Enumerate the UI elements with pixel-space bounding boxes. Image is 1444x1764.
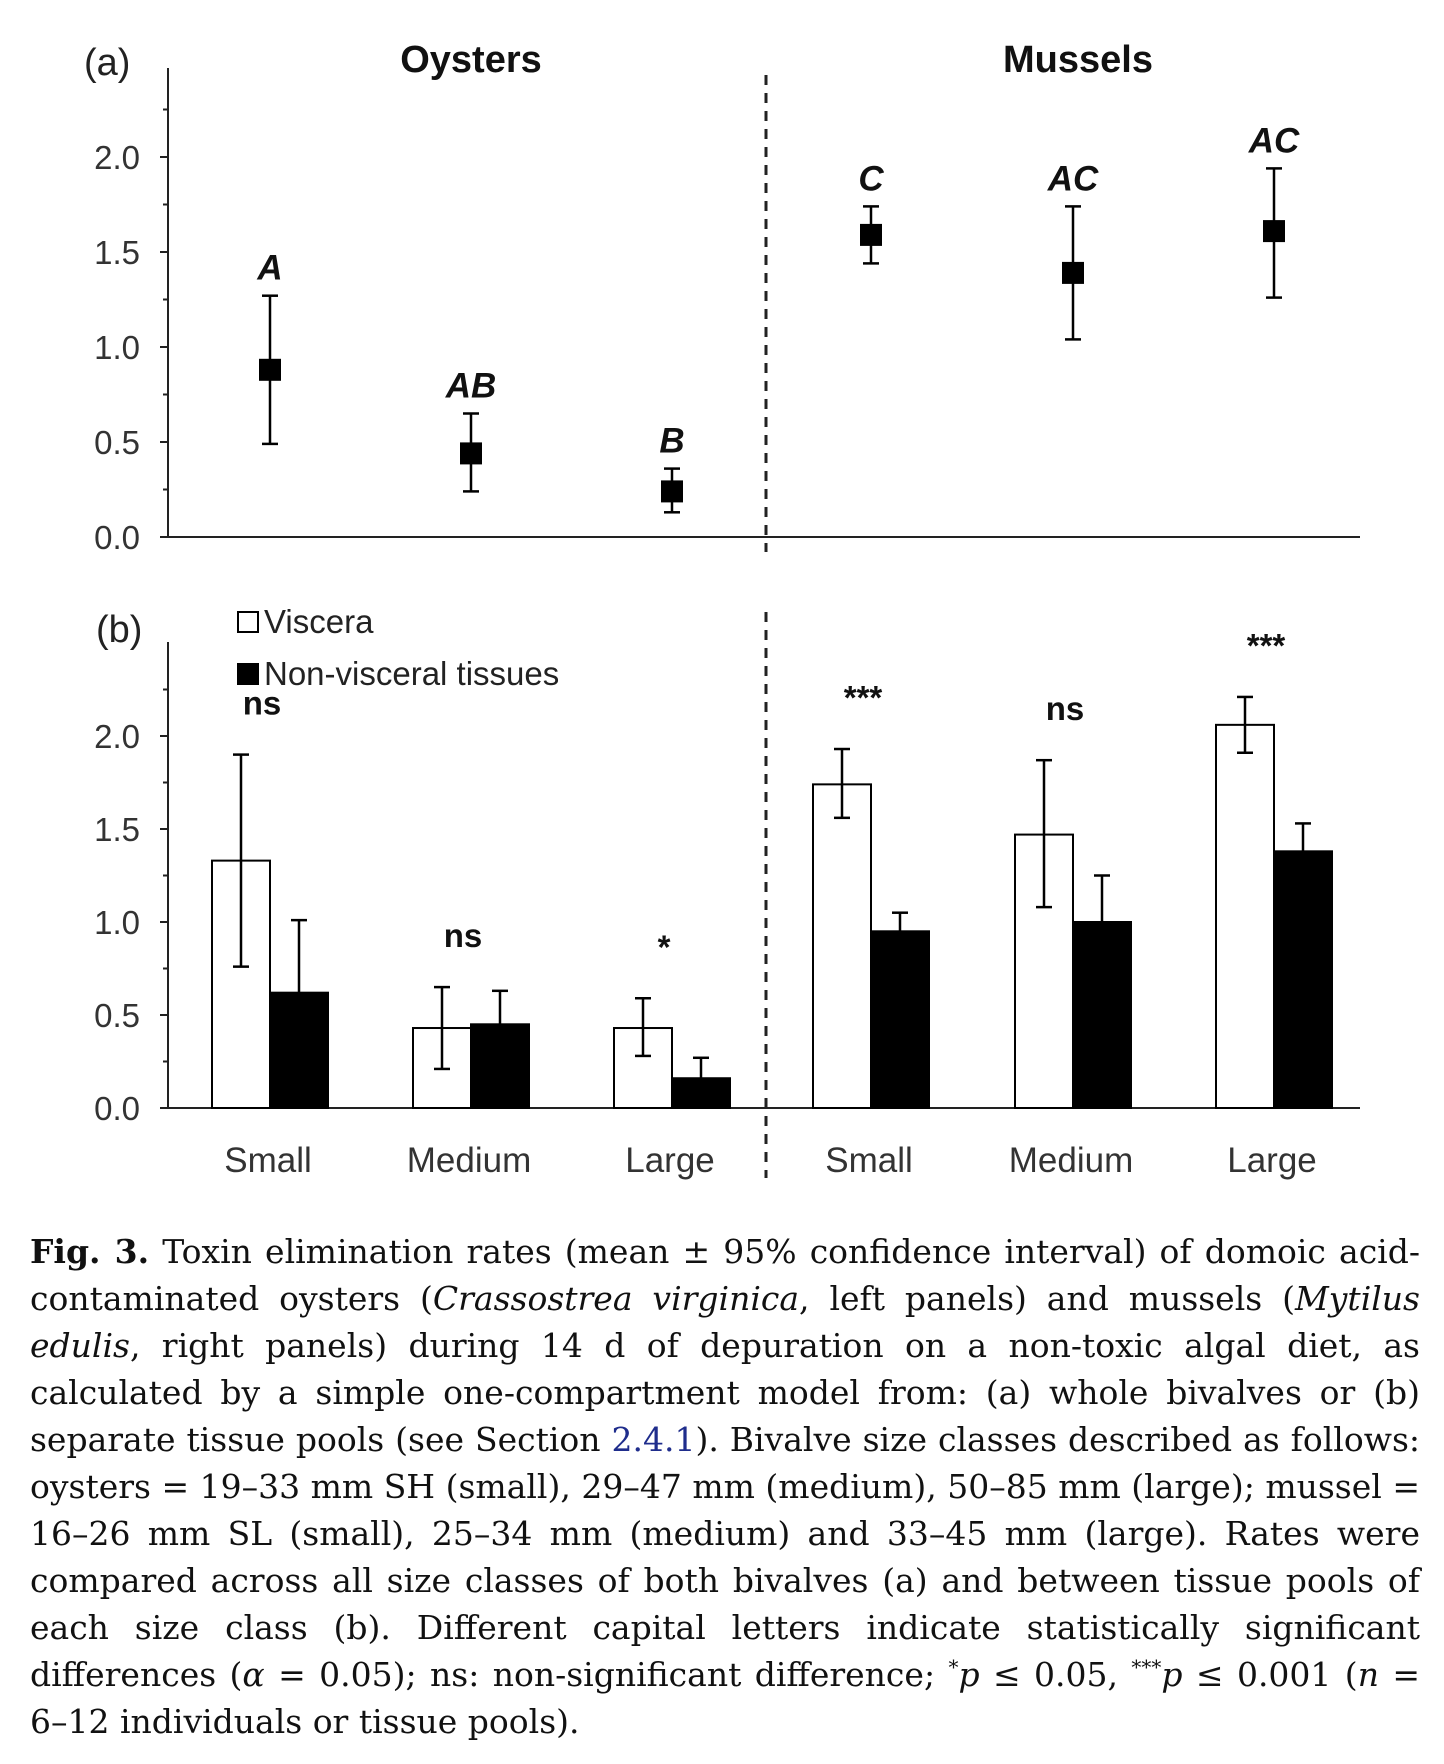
- significance-label: ***: [1247, 627, 1286, 664]
- legend-label-viscera: Viscera: [264, 603, 374, 640]
- y-tick-label: 0.0: [94, 519, 140, 556]
- x-tick-label: Large: [1227, 1141, 1317, 1180]
- data-point: [460, 442, 482, 465]
- caption-text-6: ≤ 0.05,: [979, 1655, 1132, 1694]
- panel-b: (b) Viscera Non-visceral tissues 0.0 0.5 1…: [94, 603, 1360, 1180]
- caption-text-5: = 0.05); ns: non-significant difference;: [264, 1655, 949, 1694]
- bar-non-visceral: [470, 1023, 530, 1110]
- panel-a-label: (a): [84, 42, 130, 84]
- x-tick-label: Small: [224, 1141, 312, 1180]
- section-link[interactable]: 2.4.1: [611, 1420, 696, 1459]
- data-point: [661, 480, 683, 503]
- panel-b-label: (b): [96, 609, 142, 651]
- bar-non-visceral: [269, 991, 329, 1109]
- data-point: [259, 358, 281, 381]
- point-letter-label: AC: [1248, 121, 1300, 160]
- x-tick-label: Medium: [1009, 1141, 1133, 1180]
- legend: Viscera Non-visceral tissues: [237, 603, 559, 692]
- caption-sup-2: ***: [1131, 1655, 1162, 1679]
- x-tick-label: Small: [825, 1141, 913, 1180]
- bar-non-visceral: [671, 1077, 731, 1109]
- panel-a-points: A AB B C AC AC: [256, 121, 1300, 514]
- caption-label: Fig. 3.: [30, 1232, 150, 1271]
- bar-non-visceral: [870, 930, 930, 1109]
- significance-label: ***: [844, 679, 883, 716]
- caption-text-8: = 6–12 individuals or tissue pools).: [30, 1655, 1420, 1741]
- y-tick-label: 0.0: [94, 1090, 140, 1127]
- caption-n: n: [1357, 1655, 1379, 1694]
- figure-3-chart: (a) Oysters Mussels 0.0 0.5 1.0 1.5 2.0 A AB B…: [84, 39, 1360, 1180]
- y-tick-label: 1.5: [94, 811, 140, 848]
- significance-label: ns: [444, 917, 483, 954]
- legend-swatch-non-visceral: [237, 663, 259, 685]
- point-letter-label: A: [256, 249, 282, 288]
- bar-non-visceral: [1273, 850, 1333, 1109]
- y-tick-label: 1.0: [94, 329, 140, 366]
- caption-sup-1: *: [948, 1655, 959, 1679]
- panel-a: (a) Oysters Mussels 0.0 0.5 1.0 1.5 2.0 A AB B…: [84, 39, 1360, 556]
- point-letter-label: AC: [1047, 159, 1099, 198]
- caption-p-2: p: [1161, 1655, 1183, 1694]
- caption-text-7: ≤ 0.001 (: [1182, 1655, 1358, 1694]
- caption-mussel-species: Mytilus edulis: [30, 1279, 1420, 1365]
- y-tick-label: 2.0: [94, 139, 140, 176]
- group-title-oysters: Oysters: [400, 39, 542, 81]
- point-letter-label: C: [858, 159, 884, 198]
- bar-non-visceral: [1072, 921, 1132, 1109]
- x-tick-label: Large: [625, 1141, 715, 1180]
- bar-viscera: [1215, 723, 1275, 1110]
- caption-oyster-species: Crassostrea virginica: [432, 1279, 800, 1318]
- significance-label: ns: [243, 685, 282, 722]
- legend-label-non-visceral: Non-visceral tissues: [264, 655, 559, 692]
- point-letter-label: B: [659, 422, 684, 461]
- significance-label: *: [658, 928, 671, 965]
- panel-b-y-ticks: 0.0 0.5 1.0 1.5 2.0: [94, 688, 168, 1127]
- caption-text-4: ). Bivalve size classes described as fol…: [30, 1420, 1421, 1694]
- data-point: [1062, 261, 1084, 284]
- bar-viscera: [812, 783, 872, 1109]
- y-tick-label: 1.0: [94, 904, 140, 941]
- caption-text-2: , left panels) and mussels (: [799, 1279, 1295, 1318]
- significance-label: ns: [1046, 690, 1085, 727]
- caption-p-1: p: [958, 1655, 980, 1694]
- group-title-mussels: Mussels: [1003, 39, 1153, 81]
- point-letter-label: AB: [445, 367, 497, 406]
- data-point: [860, 223, 882, 246]
- y-tick-label: 0.5: [94, 997, 140, 1034]
- y-tick-label: 2.0: [94, 718, 140, 755]
- figure-caption: Fig. 3. Toxin elimination rates (mean ± …: [30, 1228, 1420, 1745]
- x-tick-label: Medium: [407, 1141, 531, 1180]
- y-tick-label: 0.5: [94, 424, 140, 461]
- caption-text-1: Toxin elimination rates (mean ± 95% conf…: [30, 1232, 1421, 1318]
- panel-b-x-tick-labels: Small Medium Large Small Medium Large: [224, 1141, 1317, 1180]
- caption-alpha: α: [242, 1655, 265, 1694]
- legend-swatch-viscera: [237, 611, 259, 633]
- data-point: [1263, 220, 1285, 243]
- y-tick-label: 1.5: [94, 234, 140, 271]
- caption-text-3: , right panels) during 14 d of depuratio…: [30, 1326, 1420, 1459]
- panel-a-y-ticks: 0.0 0.5 1.0 1.5 2.0: [94, 108, 168, 556]
